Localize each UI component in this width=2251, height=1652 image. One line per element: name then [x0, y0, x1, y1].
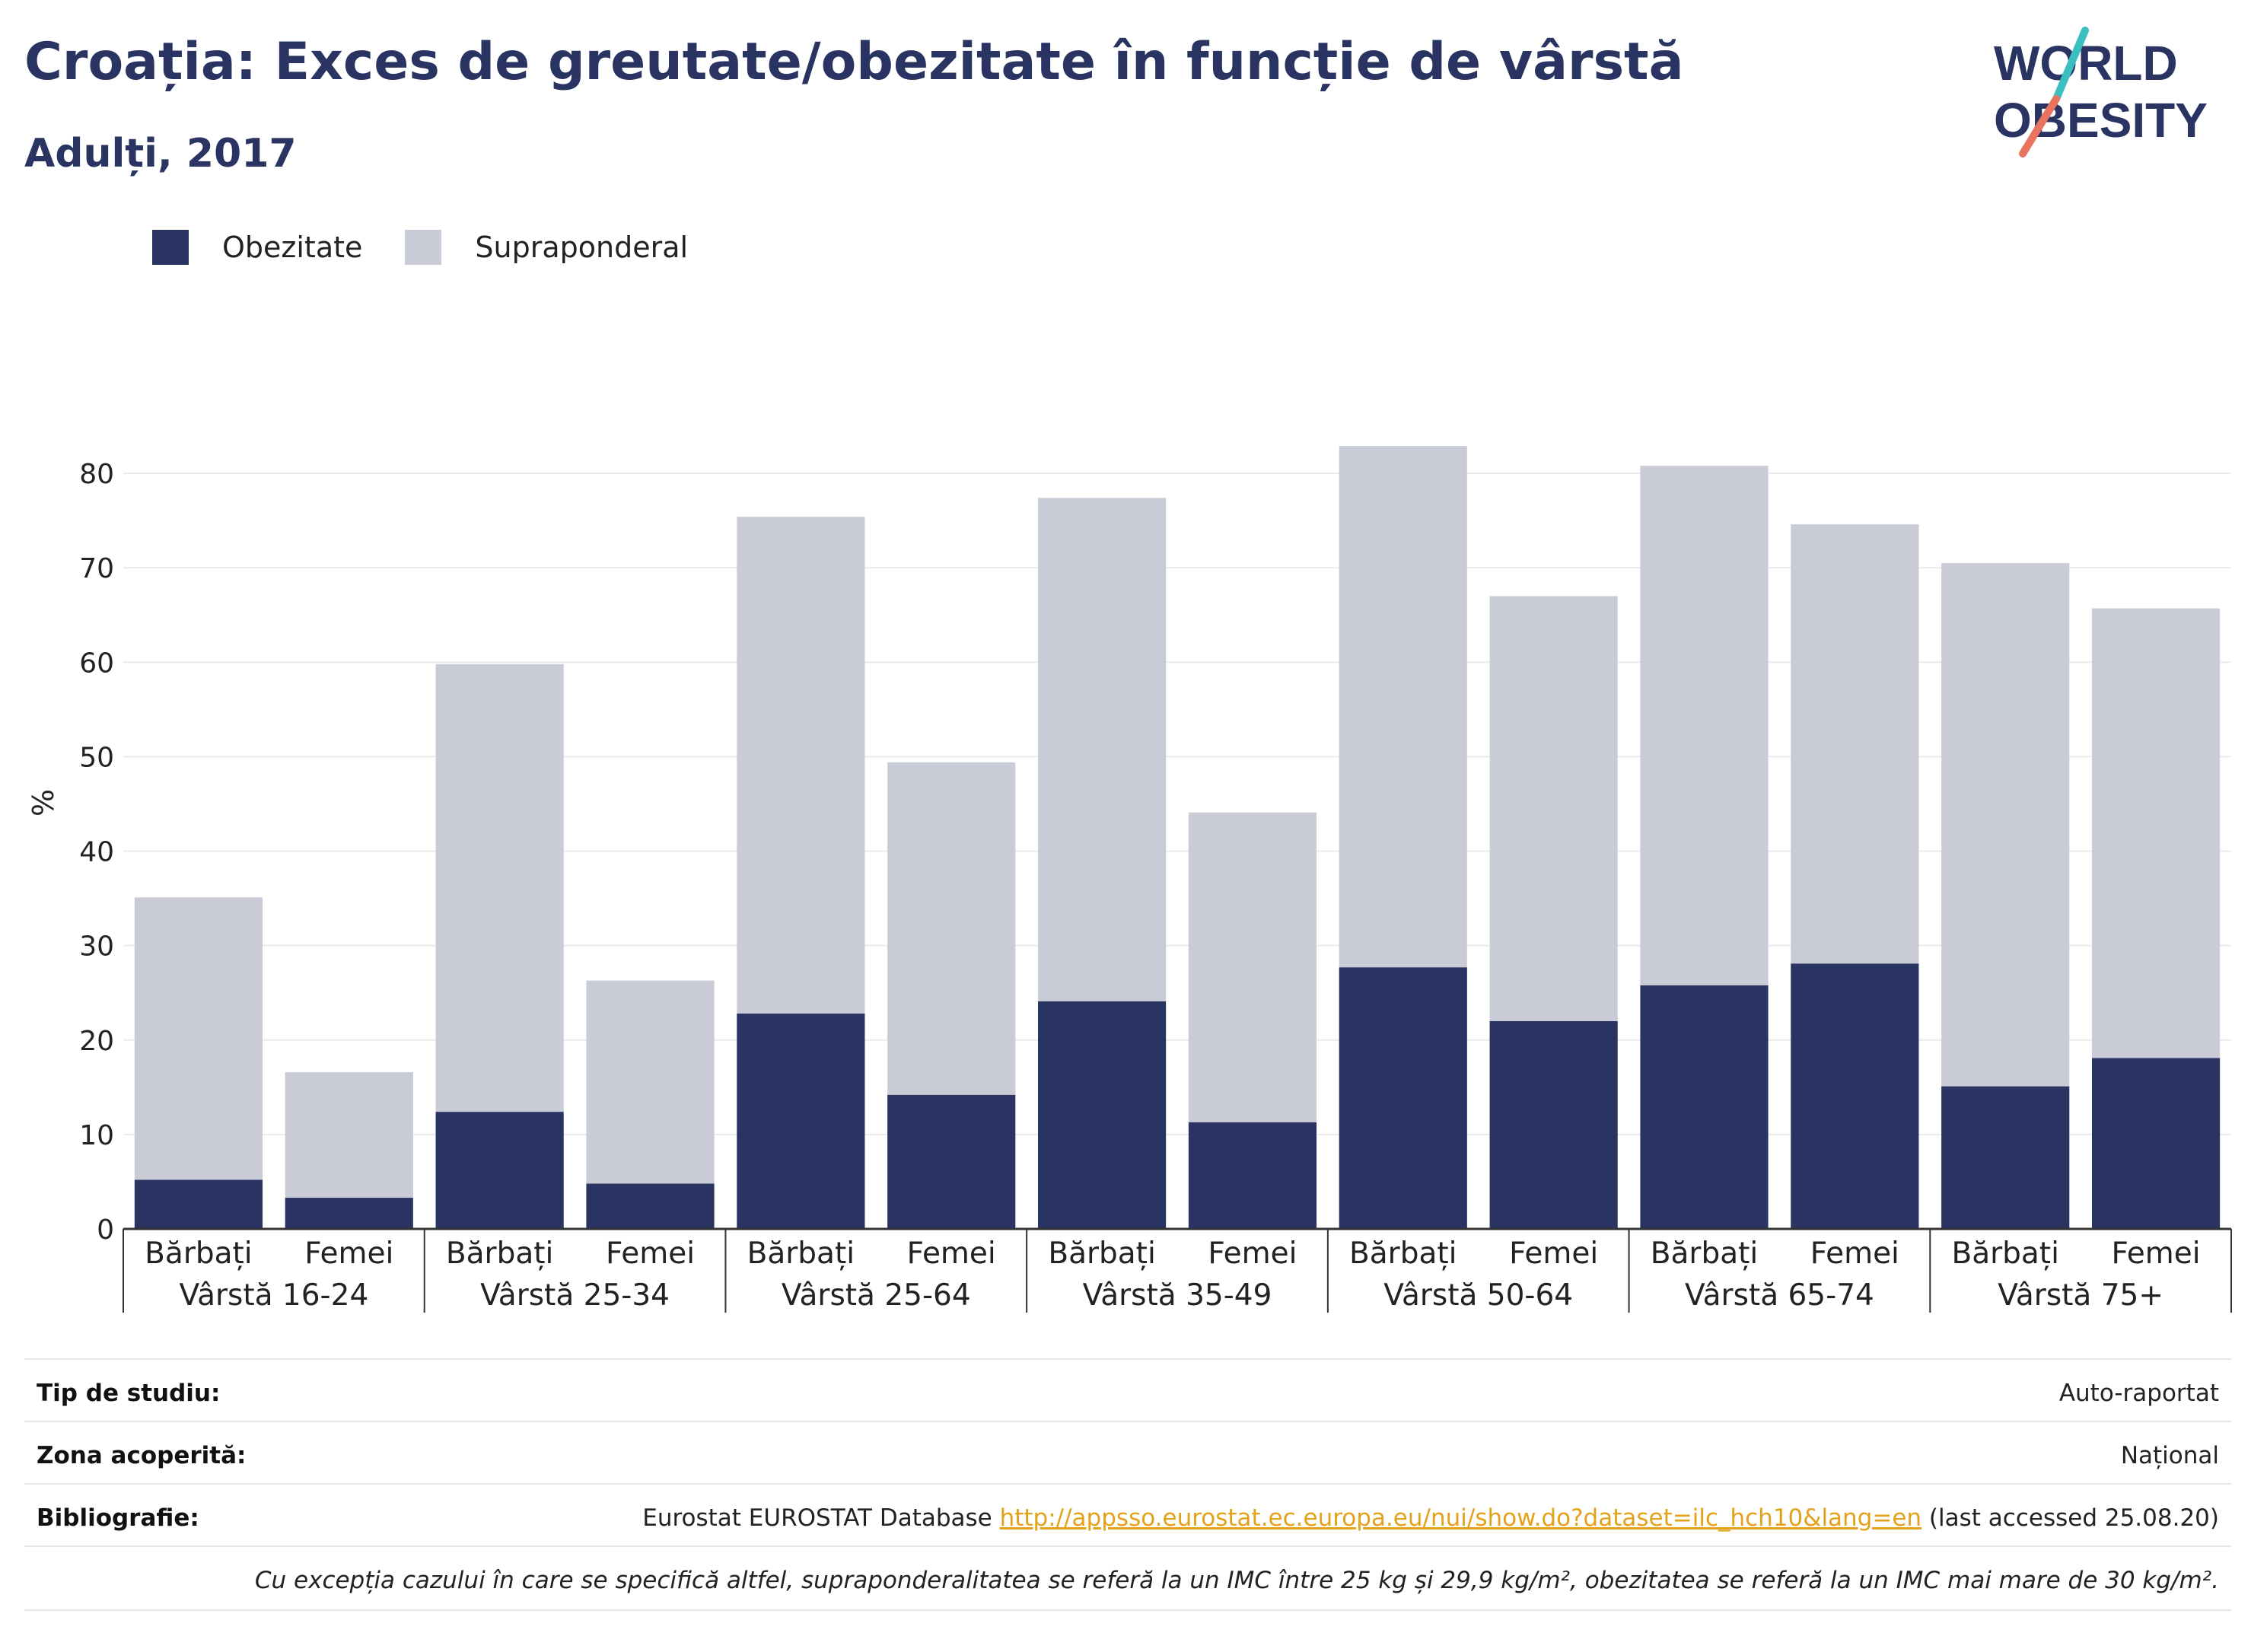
- bar-supraponderal: [1339, 446, 1467, 968]
- y-tick-label: 80: [79, 459, 114, 490]
- bar-supraponderal: [1188, 812, 1317, 1122]
- bar-supraponderal: [1640, 466, 1769, 985]
- x-category-label: Femei: [304, 1237, 393, 1271]
- y-tick-label: 40: [79, 837, 114, 868]
- bar-supraponderal: [1489, 596, 1618, 1021]
- study-type-label: Tip de studiu:: [37, 1380, 221, 1407]
- bar-supraponderal: [2091, 608, 2221, 1058]
- bar-supraponderal: [737, 517, 865, 1014]
- x-category-label: Bărbați: [145, 1237, 252, 1271]
- x-group-label: Vârstă 65-74: [1685, 1278, 1874, 1313]
- y-tick-label: 0: [97, 1214, 114, 1246]
- page-title: Croația: Exces de greutate/obezitate în …: [24, 32, 1684, 92]
- legend-swatch-supraponderal: [405, 230, 442, 265]
- x-category-label: Femei: [1509, 1237, 1598, 1271]
- logo-text-world: WORLD: [1994, 36, 2178, 91]
- bibliography-value: Eurostat EUROSTAT Database http://appsso…: [642, 1504, 2219, 1532]
- bar-obezitate: [1640, 985, 1769, 1229]
- x-group-label: Vârstă 16-24: [179, 1278, 368, 1313]
- stacked-bar-chart: 0 10 20 30 40 50 60 70 80% Bărbați Femei Vârstă 16-…: [27, 446, 2232, 1313]
- x-category-label: Bărbați: [1951, 1237, 2058, 1271]
- bar-obezitate: [737, 1014, 865, 1229]
- x-group-label: Vârstă 75+: [1998, 1278, 2163, 1313]
- bar-obezitate: [2091, 1058, 2221, 1229]
- x-category-label: Femei: [2112, 1237, 2201, 1271]
- chart-legend: Obezitate Supraponderal: [152, 228, 731, 266]
- bar-supraponderal: [887, 762, 1016, 1095]
- info-row-footnote: Cu excepția cazului în care se specifică…: [24, 1545, 2231, 1611]
- legend-item-supraponderal: Supraponderal: [405, 230, 688, 265]
- info-row-coverage: Zona acoperită: Național: [24, 1421, 2231, 1485]
- coverage-label: Zona acoperită:: [37, 1442, 247, 1469]
- bar-supraponderal: [285, 1071, 413, 1198]
- legend-label-supraponderal: Supraponderal: [475, 231, 689, 264]
- x-group-label: Vârstă 25-34: [480, 1278, 670, 1313]
- bar-obezitate: [134, 1179, 263, 1229]
- bar-obezitate: [435, 1112, 564, 1229]
- y-tick-label: 70: [79, 553, 114, 584]
- logo-slash-bottom: [2019, 95, 2060, 158]
- x-category-label: Femei: [907, 1237, 996, 1271]
- x-group-label: Vârstă 50-64: [1383, 1278, 1573, 1313]
- bar-obezitate: [285, 1198, 413, 1229]
- bibliography-link[interactable]: http://appsso.eurostat.ec.europa.eu/nui/…: [999, 1504, 1922, 1532]
- study-type-value: Auto-raportat: [2058, 1380, 2219, 1407]
- x-category-label: Bărbați: [1349, 1237, 1457, 1271]
- x-category-label: Bărbați: [1651, 1237, 1758, 1271]
- y-tick-label: 20: [79, 1026, 114, 1057]
- y-axis-label: %: [27, 789, 60, 816]
- bibliography-prefix: Eurostat EUROSTAT Database: [642, 1504, 1000, 1532]
- bar-supraponderal: [1037, 498, 1167, 1001]
- bibliography-label: Bibliografie:: [37, 1504, 199, 1532]
- bibliography-suffix: (last accessed 25.08.20): [1921, 1504, 2219, 1532]
- y-tick-label: 60: [79, 648, 114, 679]
- bar-supraponderal: [435, 664, 564, 1112]
- legend-swatch-obezitate: [152, 230, 189, 265]
- bar-obezitate: [1941, 1086, 2070, 1229]
- x-category-label: Bărbați: [446, 1237, 553, 1271]
- bar-supraponderal: [1941, 562, 2070, 1087]
- y-tick-label: 50: [79, 742, 114, 773]
- bar-obezitate: [586, 1183, 715, 1229]
- logo-slash-top: [2052, 27, 2089, 103]
- x-category-label: Bărbați: [747, 1237, 855, 1271]
- coverage-value: Național: [2120, 1442, 2219, 1469]
- page-subtitle: Adulți, 2017: [24, 131, 297, 177]
- y-tick-label: 10: [79, 1120, 114, 1151]
- bar-supraponderal: [1791, 524, 1919, 964]
- x-group-label: Vârstă 35-49: [1083, 1278, 1272, 1313]
- y-tick-label: 30: [79, 931, 114, 963]
- bar-obezitate: [1791, 963, 1919, 1229]
- x-category-label: Femei: [606, 1237, 695, 1271]
- bar-supraponderal: [586, 980, 715, 1184]
- bar-obezitate: [887, 1094, 1016, 1229]
- bar-obezitate: [1489, 1020, 1618, 1229]
- x-group-label: Vârstă 25-64: [782, 1278, 971, 1313]
- x-category-label: Bărbați: [1048, 1237, 1155, 1271]
- footnote-text: Cu excepția cazului în care se specifică…: [254, 1567, 2219, 1594]
- bar-supraponderal: [134, 897, 263, 1180]
- legend-label-obezitate: Obezitate: [222, 231, 363, 264]
- x-category-label: Femei: [1208, 1237, 1297, 1271]
- info-row-study-type: Tip de studiu: Auto-raportat: [24, 1358, 2231, 1422]
- world-obesity-logo: WORLD OBESITY: [1994, 27, 2208, 158]
- bar-obezitate: [1037, 1001, 1167, 1229]
- x-category-label: Femei: [1810, 1237, 1899, 1271]
- bar-obezitate: [1339, 967, 1467, 1229]
- legend-item-obezitate: Obezitate: [152, 230, 362, 265]
- bar-obezitate: [1188, 1122, 1317, 1229]
- info-row-bibliography: Bibliografie: Eurostat EUROSTAT Database…: [24, 1483, 2231, 1547]
